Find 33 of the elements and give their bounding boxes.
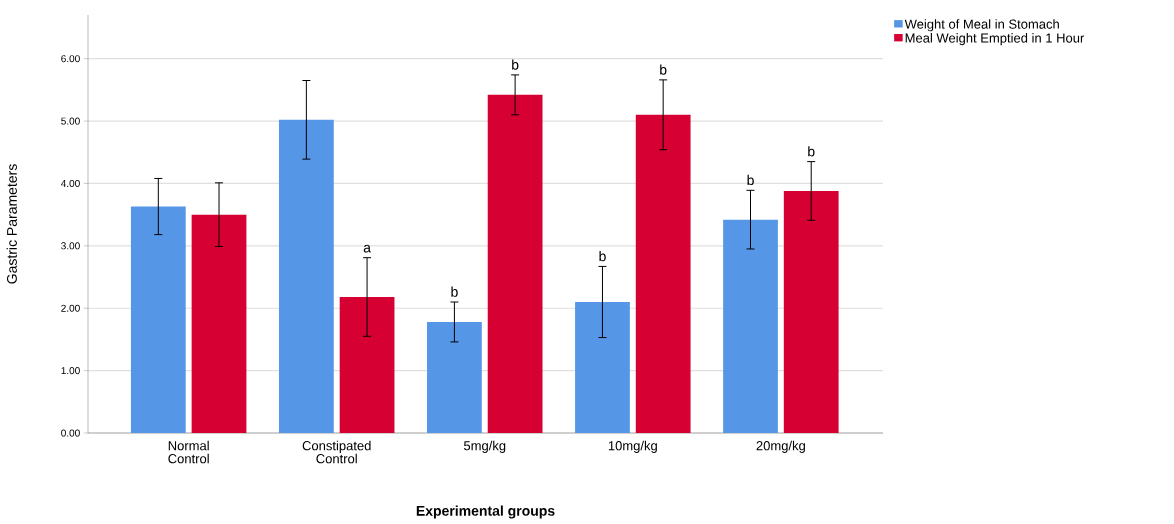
bar [783,190,839,433]
data-label: b [747,174,754,186]
bar [487,94,543,433]
data-label: b [599,250,606,262]
x-tick-label: Constipated Control [302,440,371,464]
y-tick-label: 4.00 [61,179,80,187]
legend-label: Meal Weight Emptied in 1 Hour [905,33,1085,46]
x-axis-title: Experimental groups [416,505,555,519]
bar [427,321,482,433]
x-tick-label: 5mg/kg [463,440,506,453]
y-tick-label: 1.00 [61,367,80,375]
legend-label: Weight of Meal in Stomach [904,19,1059,32]
y-tick-label: 0.00 [61,429,80,437]
y-tick-label: 3.00 [61,242,80,250]
y-tick-label: 2.00 [61,304,80,312]
bar [278,119,334,433]
bar [339,297,395,433]
bar [191,214,247,433]
x-tick-label: 10mg/kg [608,440,657,453]
y-tick-label: 6.00 [61,55,80,63]
y-axis-title: Gastric Parameters [6,164,17,284]
x-tick-label: Normal Control [168,440,209,464]
data-label: b [808,146,815,157]
data-label: b [512,59,519,70]
bar [130,206,186,433]
bar [635,114,691,433]
bar [723,219,778,433]
data-label: b [660,64,667,75]
data-label: b [451,286,458,297]
x-tick-label: 20mg/kg [756,440,805,453]
bar [575,301,630,433]
y-tick-label: 5.00 [61,117,80,125]
data-label: a [363,244,371,253]
